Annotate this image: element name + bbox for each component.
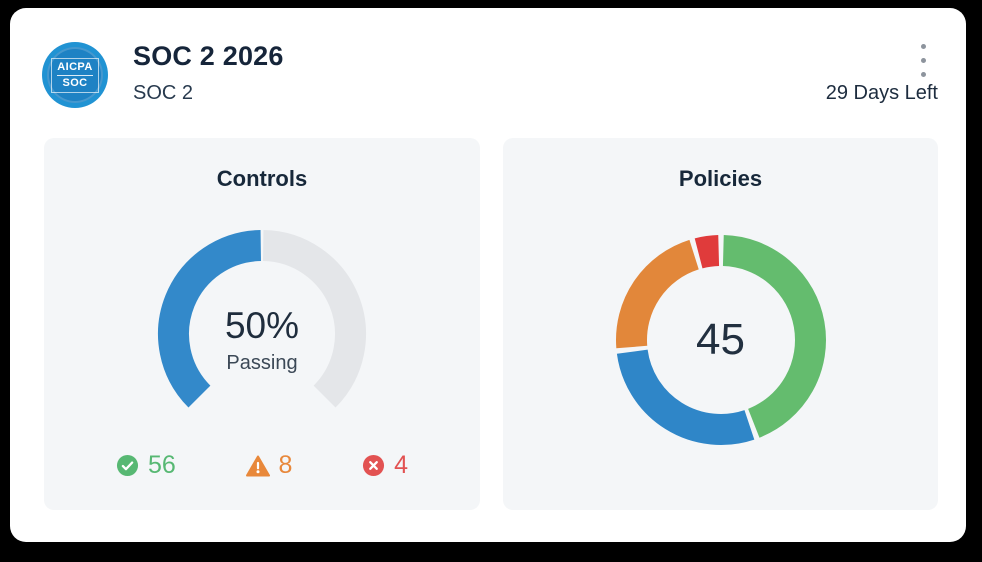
aicpa-soc-logo: AICPA SOC (42, 42, 108, 108)
kebab-dot (920, 72, 926, 77)
aicpa-soc-logo-inner: AICPA SOC (47, 47, 103, 103)
controls-gauge-chart (158, 230, 366, 408)
header-text: SOC 2 2026 SOC 2 (133, 38, 284, 106)
logo-line-soc: SOC (62, 76, 88, 89)
policies-title: Policies (678, 166, 763, 191)
compliance-framework-card: AICPA SOC SOC 2 2026 SOC 2 29 Days Left … (10, 8, 966, 542)
check-circle-icon (116, 454, 139, 477)
framework-subtitle: SOC 2 (133, 82, 194, 104)
stat-failing: 4 (362, 451, 408, 480)
controls-title: Controls (216, 166, 308, 191)
stat-warning: 8 (245, 451, 293, 480)
passing-count: 56 (148, 451, 176, 479)
policies-donut-chart (615, 235, 826, 445)
x-circle-icon (363, 454, 385, 477)
aicpa-soc-logo-text: AICPA SOC (51, 57, 99, 93)
controls-panel: Controls 50% Passing 56 8 (44, 138, 480, 510)
stat-passing: 56 (116, 451, 176, 480)
kebab-menu-icon[interactable] (913, 42, 933, 79)
logo-line-aicpa: AICPA (57, 61, 93, 76)
kebab-dot (920, 58, 926, 63)
framework-title: SOC 2 2026 (133, 41, 284, 71)
failing-count: 4 (394, 451, 408, 479)
kebab-dot (920, 44, 926, 49)
controls-stats-row: 56 8 4 (116, 451, 408, 480)
warning-count: 8 (278, 451, 293, 479)
policies-panel: Policies 45 (503, 138, 938, 510)
days-left-label: 29 Days Left (825, 82, 938, 104)
warning-triangle-icon (245, 455, 270, 476)
